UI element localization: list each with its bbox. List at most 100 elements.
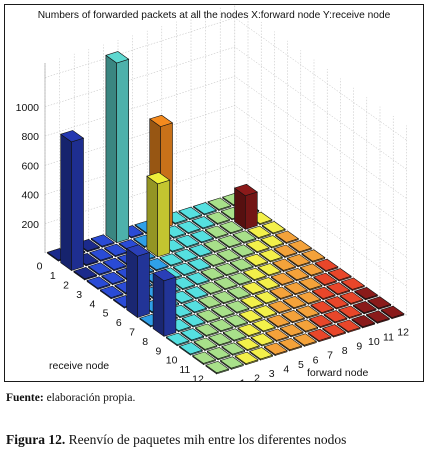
figure-caption: Figura 12. Reenvío de paquetes mih entre…: [6, 432, 346, 448]
bar-top: [338, 305, 363, 318]
floor-bar: [206, 211, 231, 226]
floor-bar: [327, 268, 352, 282]
floor-bar: [99, 285, 124, 300]
bar-top: [210, 304, 235, 318]
bar: [60, 130, 85, 272]
bar-top: [354, 286, 379, 300]
bar-side: [146, 175, 158, 258]
floor-bar: [187, 258, 212, 272]
bar-top: [336, 319, 361, 332]
bar-top: [102, 257, 127, 270]
source-note: Fuente: elaboración propia.: [6, 392, 135, 404]
floor-bar: [234, 351, 259, 366]
x-tick-label: 6: [313, 354, 319, 366]
bar-top: [146, 172, 171, 185]
floor-bar: [299, 263, 324, 277]
bar-top: [226, 286, 251, 299]
floor-bar: [201, 253, 226, 268]
bar-top: [324, 296, 349, 309]
floor-bar: [251, 319, 276, 333]
floor-bar: [273, 244, 298, 259]
bar-top: [225, 300, 250, 313]
x-tick-label: 5: [298, 359, 304, 371]
x-tick-label: 4: [283, 364, 289, 376]
bar-top: [159, 253, 184, 266]
bar-top: [233, 183, 258, 197]
y-tick-label: 8: [142, 336, 148, 348]
bar-top: [89, 248, 114, 261]
bar-top: [193, 337, 218, 350]
bar-top: [352, 300, 377, 314]
bar-top: [294, 319, 319, 332]
floor-bar: [270, 272, 295, 287]
floor-bar: [367, 296, 392, 310]
floor-bar: [196, 309, 221, 324]
x-tick-label: 11: [383, 331, 394, 343]
x-tick-label: 7: [327, 350, 333, 362]
bar: [146, 172, 171, 258]
bar-top: [232, 230, 257, 243]
bar-top: [310, 300, 335, 313]
bar-top: [206, 346, 231, 360]
floor-bar: [295, 305, 320, 319]
floor-bar: [174, 248, 199, 263]
floor-bar: [238, 309, 263, 324]
floor-bar: [311, 286, 336, 301]
x-tick-label: 2: [254, 373, 260, 381]
floor-bar: [204, 225, 229, 240]
y-tick-label: 7: [129, 327, 135, 339]
floor-bar: [224, 314, 249, 328]
floor-bar: [192, 202, 217, 216]
floor-bar: [292, 333, 317, 347]
bar-top: [279, 323, 304, 337]
bar-top: [191, 216, 216, 229]
floor-bar: [203, 239, 228, 254]
bar-top: [260, 235, 285, 248]
y-tick-label: 12: [192, 374, 204, 382]
floor-bar: [266, 314, 291, 329]
bar-top: [365, 310, 390, 323]
floor-bar: [175, 234, 200, 249]
bar-top: [286, 253, 311, 267]
bar-top: [181, 314, 206, 327]
floor-bar: [313, 272, 338, 287]
floor-bar: [288, 239, 313, 254]
bar-top: [219, 356, 244, 369]
y-tick-label: 10: [166, 355, 178, 367]
floor-bar: [297, 291, 322, 305]
bar-top: [185, 272, 210, 285]
bar-top: [250, 333, 275, 346]
floor-bar: [354, 286, 379, 301]
chart-frame: Numbers of forwarded packets at all the …: [4, 4, 424, 382]
bar-top: [206, 211, 231, 224]
bar-top: [323, 310, 348, 323]
bar-top: [241, 281, 266, 294]
bar-side: [60, 133, 72, 272]
bar: [105, 51, 130, 244]
bar-top: [292, 333, 317, 346]
floor-bar: [222, 328, 247, 342]
floor-bar: [326, 282, 351, 296]
bar-top: [203, 239, 228, 252]
bar-top: [219, 220, 244, 234]
floor-bar: [336, 319, 361, 334]
floor-bar: [237, 323, 262, 338]
floor-bar: [192, 351, 217, 366]
floor-bar: [301, 249, 326, 263]
bar-side: [105, 54, 117, 244]
floor-bar: [286, 253, 311, 268]
z-tick-label: 1000: [16, 102, 40, 114]
floor-bar: [281, 309, 306, 324]
y-tick-label: 5: [103, 308, 109, 320]
floor-bar: [322, 324, 347, 338]
floor-bar: [206, 346, 231, 361]
bar-top: [263, 342, 288, 355]
bar-top: [215, 262, 240, 276]
floor-bar: [231, 244, 256, 258]
floor-bar: [184, 286, 209, 300]
floor-bar: [263, 342, 288, 357]
bar-top: [212, 290, 237, 304]
bar-top: [192, 351, 217, 364]
bar-top: [187, 258, 212, 271]
floor-bar: [181, 314, 206, 328]
